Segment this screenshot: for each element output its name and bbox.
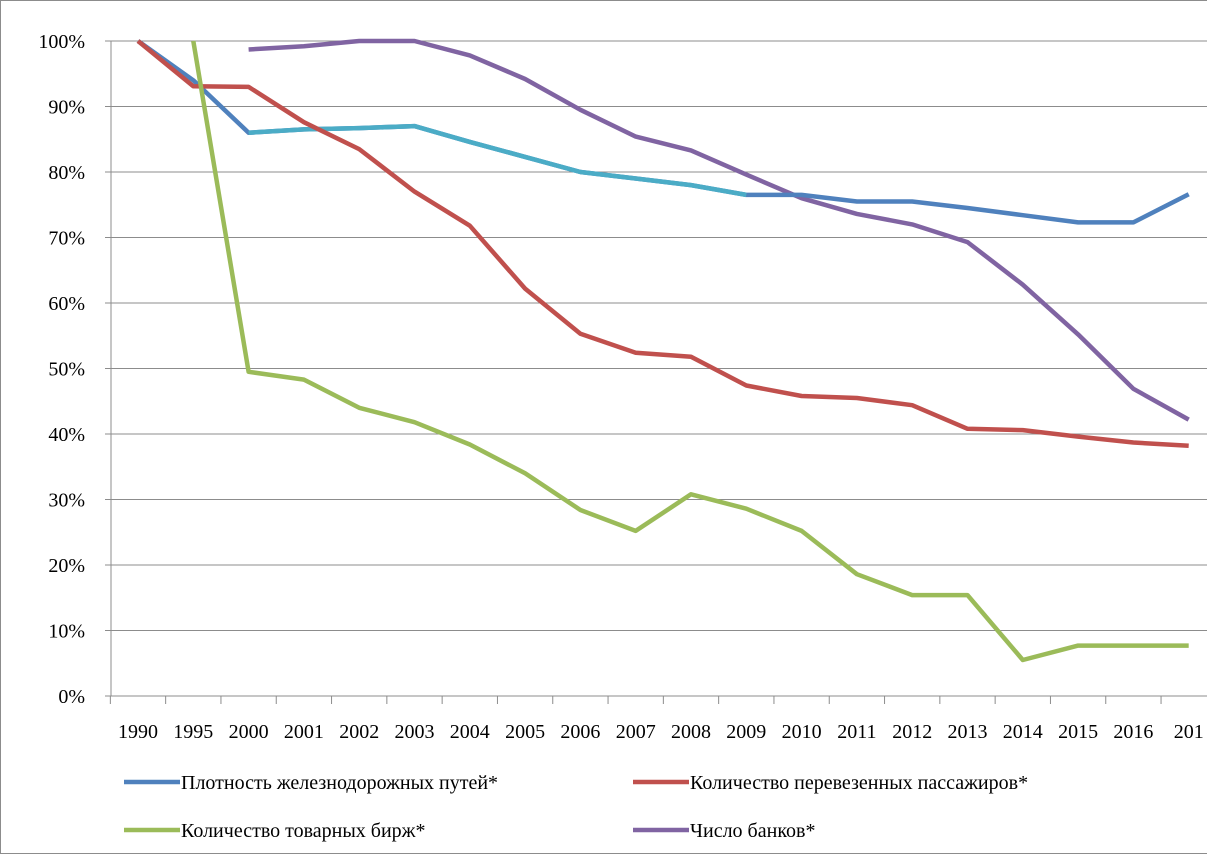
x-tick-label: 2011 (837, 721, 876, 743)
y-tick-label: 20% (48, 555, 85, 577)
x-tick-label: 2000 (229, 721, 269, 743)
x-tick-label: 2002 (339, 721, 379, 743)
y-tick-label: 50% (48, 359, 85, 381)
x-tick-label: 2005 (505, 721, 545, 743)
y-tick-label: 60% (48, 293, 85, 315)
x-tick-label: 2009 (726, 721, 766, 743)
x-tick-label: 2010 (782, 721, 822, 743)
legend-label-1: Плотность железнодорожных путей* (181, 772, 498, 794)
series-line-3 (191, 40, 1189, 663)
x-tick-label: 2016 (1113, 721, 1153, 743)
legend-label-3: Количество товарных бирж* (181, 820, 426, 842)
legend-label-4: Число банков* (690, 820, 815, 842)
x-tick-label: 2012 (892, 721, 932, 743)
legend-label-2: Количество перевезенных пассажиров* (690, 772, 1028, 794)
x-tick-label: 2003 (395, 721, 435, 743)
x-tick-label: 2014 (1003, 721, 1043, 743)
x-tick-label: 2006 (560, 721, 600, 743)
y-tick-label: 10% (48, 621, 85, 643)
y-tick-label: 30% (48, 490, 85, 512)
x-tick-label: 2013 (948, 721, 988, 743)
y-tick-label: 80% (48, 162, 85, 184)
y-tick-label: 40% (48, 424, 85, 446)
x-tick-label: 2004 (450, 721, 490, 743)
y-tick-label: 70% (48, 228, 85, 250)
y-tick-label: 100% (38, 31, 85, 53)
series-line-1-highlight (248, 123, 747, 198)
x-tick-label: 2001 (284, 721, 324, 743)
series-line-4 (248, 38, 1190, 422)
x-tick-label: 2015 (1058, 721, 1098, 743)
x-tick-label: 201 (1174, 721, 1204, 743)
y-tick-label: 90% (48, 97, 85, 119)
x-tick-label: 1990 (118, 721, 158, 743)
series-line-2 (136, 39, 1189, 449)
x-tick-label: 2007 (616, 721, 656, 743)
y-tick-label: 0% (58, 686, 85, 708)
x-tick-label: 2008 (671, 721, 711, 743)
x-tick-label: 1995 (173, 721, 213, 743)
